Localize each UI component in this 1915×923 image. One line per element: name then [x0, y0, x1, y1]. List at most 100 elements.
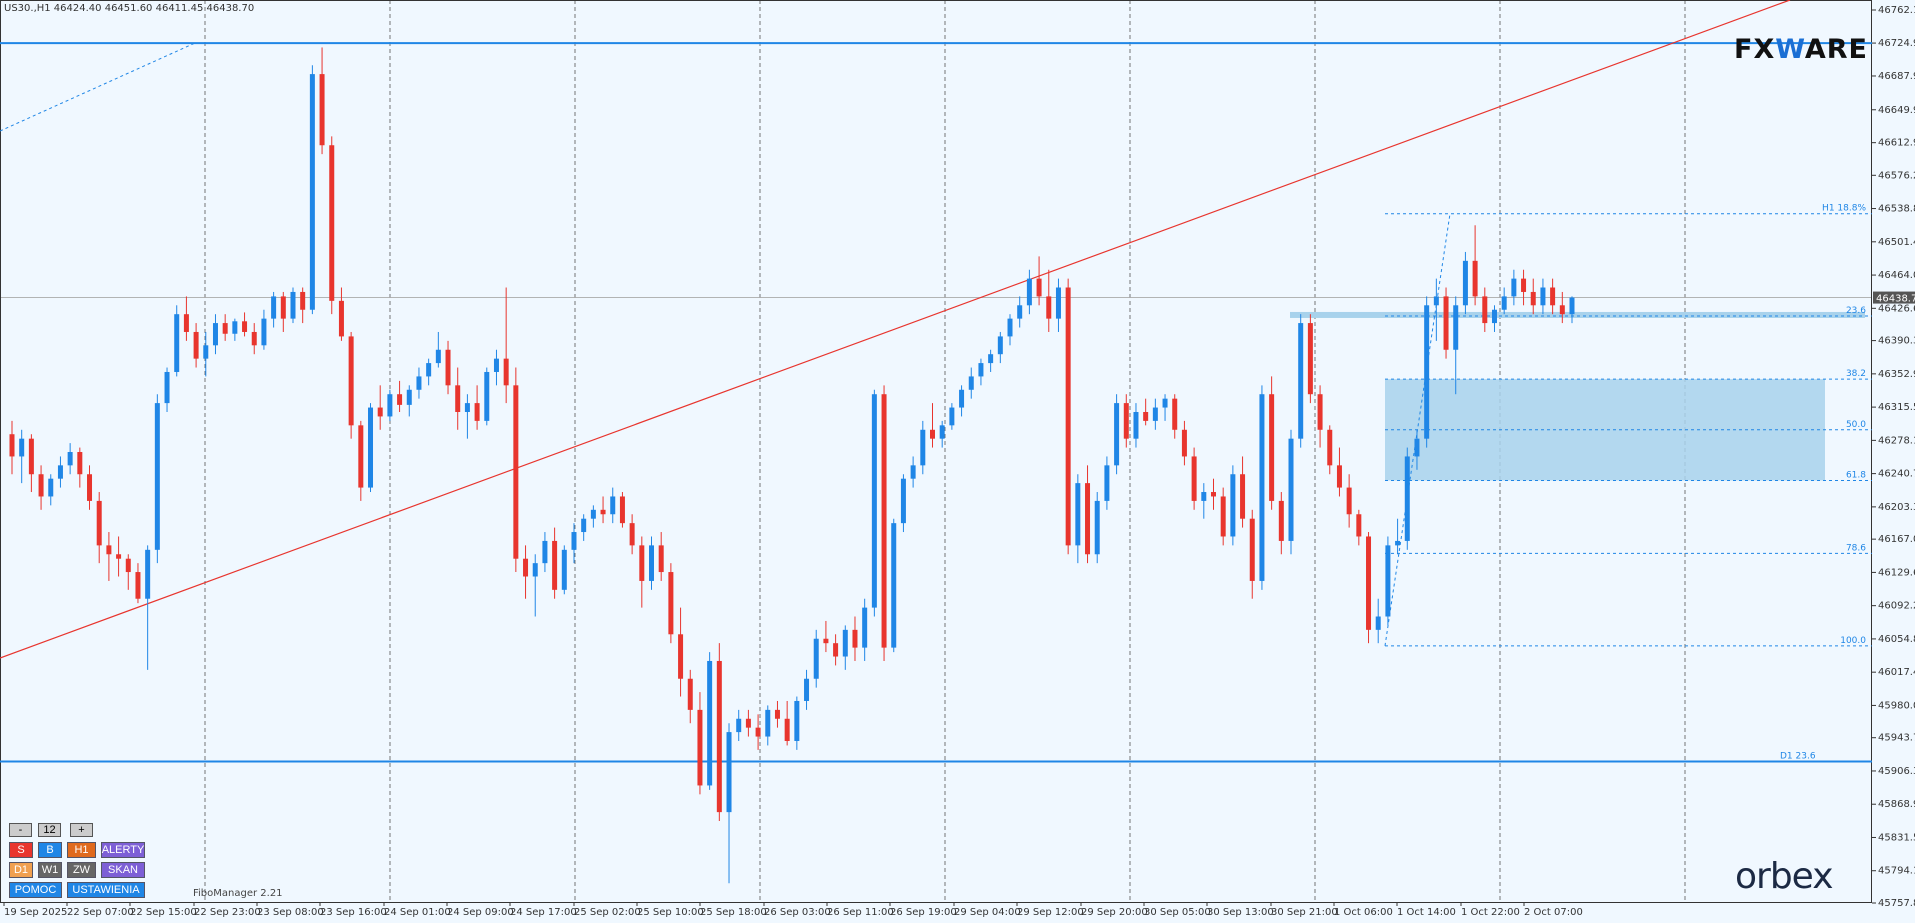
candle-body — [1385, 545, 1391, 617]
candle — [939, 420, 945, 448]
candle — [1462, 251, 1468, 315]
price-tick-label: 46687.90 — [1878, 71, 1915, 82]
current-price-badge — [1873, 291, 1915, 304]
candle — [1346, 474, 1352, 528]
time-tick-label: 2 Oct 07:00 — [1524, 907, 1583, 918]
candle-body — [1550, 287, 1556, 306]
time-tick-label: 24 Sep 09:00 — [447, 907, 514, 918]
candle — [1249, 509, 1255, 599]
fxware-logo-fx: FX — [1734, 34, 1776, 65]
candle — [842, 625, 848, 670]
candle-body — [387, 394, 393, 417]
count-field[interactable]: 12 — [38, 823, 61, 837]
zw-button[interactable]: ZW — [67, 862, 96, 878]
candle — [726, 723, 732, 884]
candle-body — [319, 74, 325, 146]
candle — [174, 305, 180, 377]
candle-body — [1210, 492, 1216, 497]
candle — [1298, 314, 1304, 448]
candle — [1036, 256, 1042, 306]
w1-button[interactable]: W1 — [38, 862, 62, 878]
candle — [435, 331, 441, 368]
candle — [426, 358, 432, 386]
increase-button[interactable]: + — [70, 823, 93, 837]
fxware-logo-are: ARE — [1804, 34, 1868, 65]
candle-body — [1181, 429, 1187, 457]
time-tick-label: 22 Sep 15:00 — [130, 907, 197, 918]
candle-body — [658, 545, 664, 573]
candle — [1288, 429, 1294, 555]
candle — [978, 358, 984, 386]
candle-body — [67, 452, 73, 466]
candle — [1559, 291, 1565, 324]
candle — [232, 318, 238, 341]
candle — [503, 287, 509, 404]
candle — [1075, 474, 1081, 564]
time-tick-label: 29 Sep 04:00 — [954, 907, 1021, 918]
candle — [716, 643, 722, 822]
time-tick-label: 29 Sep 12:00 — [1017, 907, 1084, 918]
time-tick-label: 19 Sep 2025 — [4, 907, 67, 918]
candle-body — [19, 438, 25, 457]
candle-body — [765, 709, 771, 737]
decrease-button[interactable]: - — [9, 823, 32, 837]
scan-button[interactable]: SKAN — [101, 862, 145, 878]
price-tick-label: 45757.80 — [1878, 898, 1915, 909]
price-tick-label: 46352.90 — [1878, 369, 1915, 380]
candle-body — [1104, 465, 1110, 501]
candle — [406, 385, 412, 417]
candle — [106, 532, 112, 581]
settings-button[interactable]: USTAWIENIA — [67, 882, 145, 898]
candle-body — [697, 709, 703, 786]
price-tick-label: 45980.00 — [1878, 700, 1915, 711]
price-tick-label: 46724.90 — [1878, 38, 1915, 49]
candle — [755, 714, 761, 750]
candle — [891, 518, 897, 653]
fib-level-label: 38.2 — [1846, 369, 1866, 379]
candle — [1278, 492, 1284, 555]
sell-button[interactable]: S — [9, 842, 33, 858]
candle-body — [726, 732, 732, 813]
candle — [804, 669, 810, 710]
candle-body — [1075, 483, 1081, 546]
help-button[interactable]: POMOC — [9, 882, 62, 898]
candle-body — [1433, 296, 1439, 306]
candle — [193, 323, 199, 368]
candle — [116, 536, 122, 577]
price-tick-label: 46129.60 — [1878, 567, 1915, 578]
candle — [368, 403, 374, 493]
buy-button[interactable]: B — [38, 842, 62, 858]
candle — [222, 314, 228, 341]
candle — [1501, 287, 1507, 315]
candle — [1482, 287, 1488, 332]
h1-button[interactable]: H1 — [67, 842, 96, 858]
candle-body — [1288, 438, 1294, 541]
candle — [1404, 447, 1410, 550]
candle — [813, 629, 819, 688]
candle-body — [290, 291, 296, 319]
alerts-button[interactable]: ALERTY — [101, 842, 145, 858]
candle-body — [881, 394, 887, 648]
candle-body — [590, 509, 596, 519]
candle — [1356, 509, 1362, 546]
candle-body — [368, 407, 374, 488]
candle-body — [784, 718, 790, 741]
candle-body — [900, 478, 906, 524]
candle-body — [716, 660, 722, 813]
candle — [639, 536, 645, 608]
candle-body — [1327, 429, 1333, 466]
candle — [871, 389, 877, 617]
candle-body — [503, 358, 509, 386]
candle-body — [1017, 305, 1023, 319]
candle-body — [358, 425, 364, 488]
candle-body — [1540, 287, 1546, 306]
candle — [300, 287, 306, 324]
candle — [1162, 394, 1168, 421]
candle — [1046, 269, 1052, 332]
d1-button[interactable]: D1 — [9, 862, 33, 878]
time-tick-label: 23 Sep 08:00 — [257, 907, 324, 918]
candle-body — [9, 434, 15, 457]
candle — [1550, 278, 1556, 315]
time-tick-label: 29 Sep 20:00 — [1081, 907, 1148, 918]
